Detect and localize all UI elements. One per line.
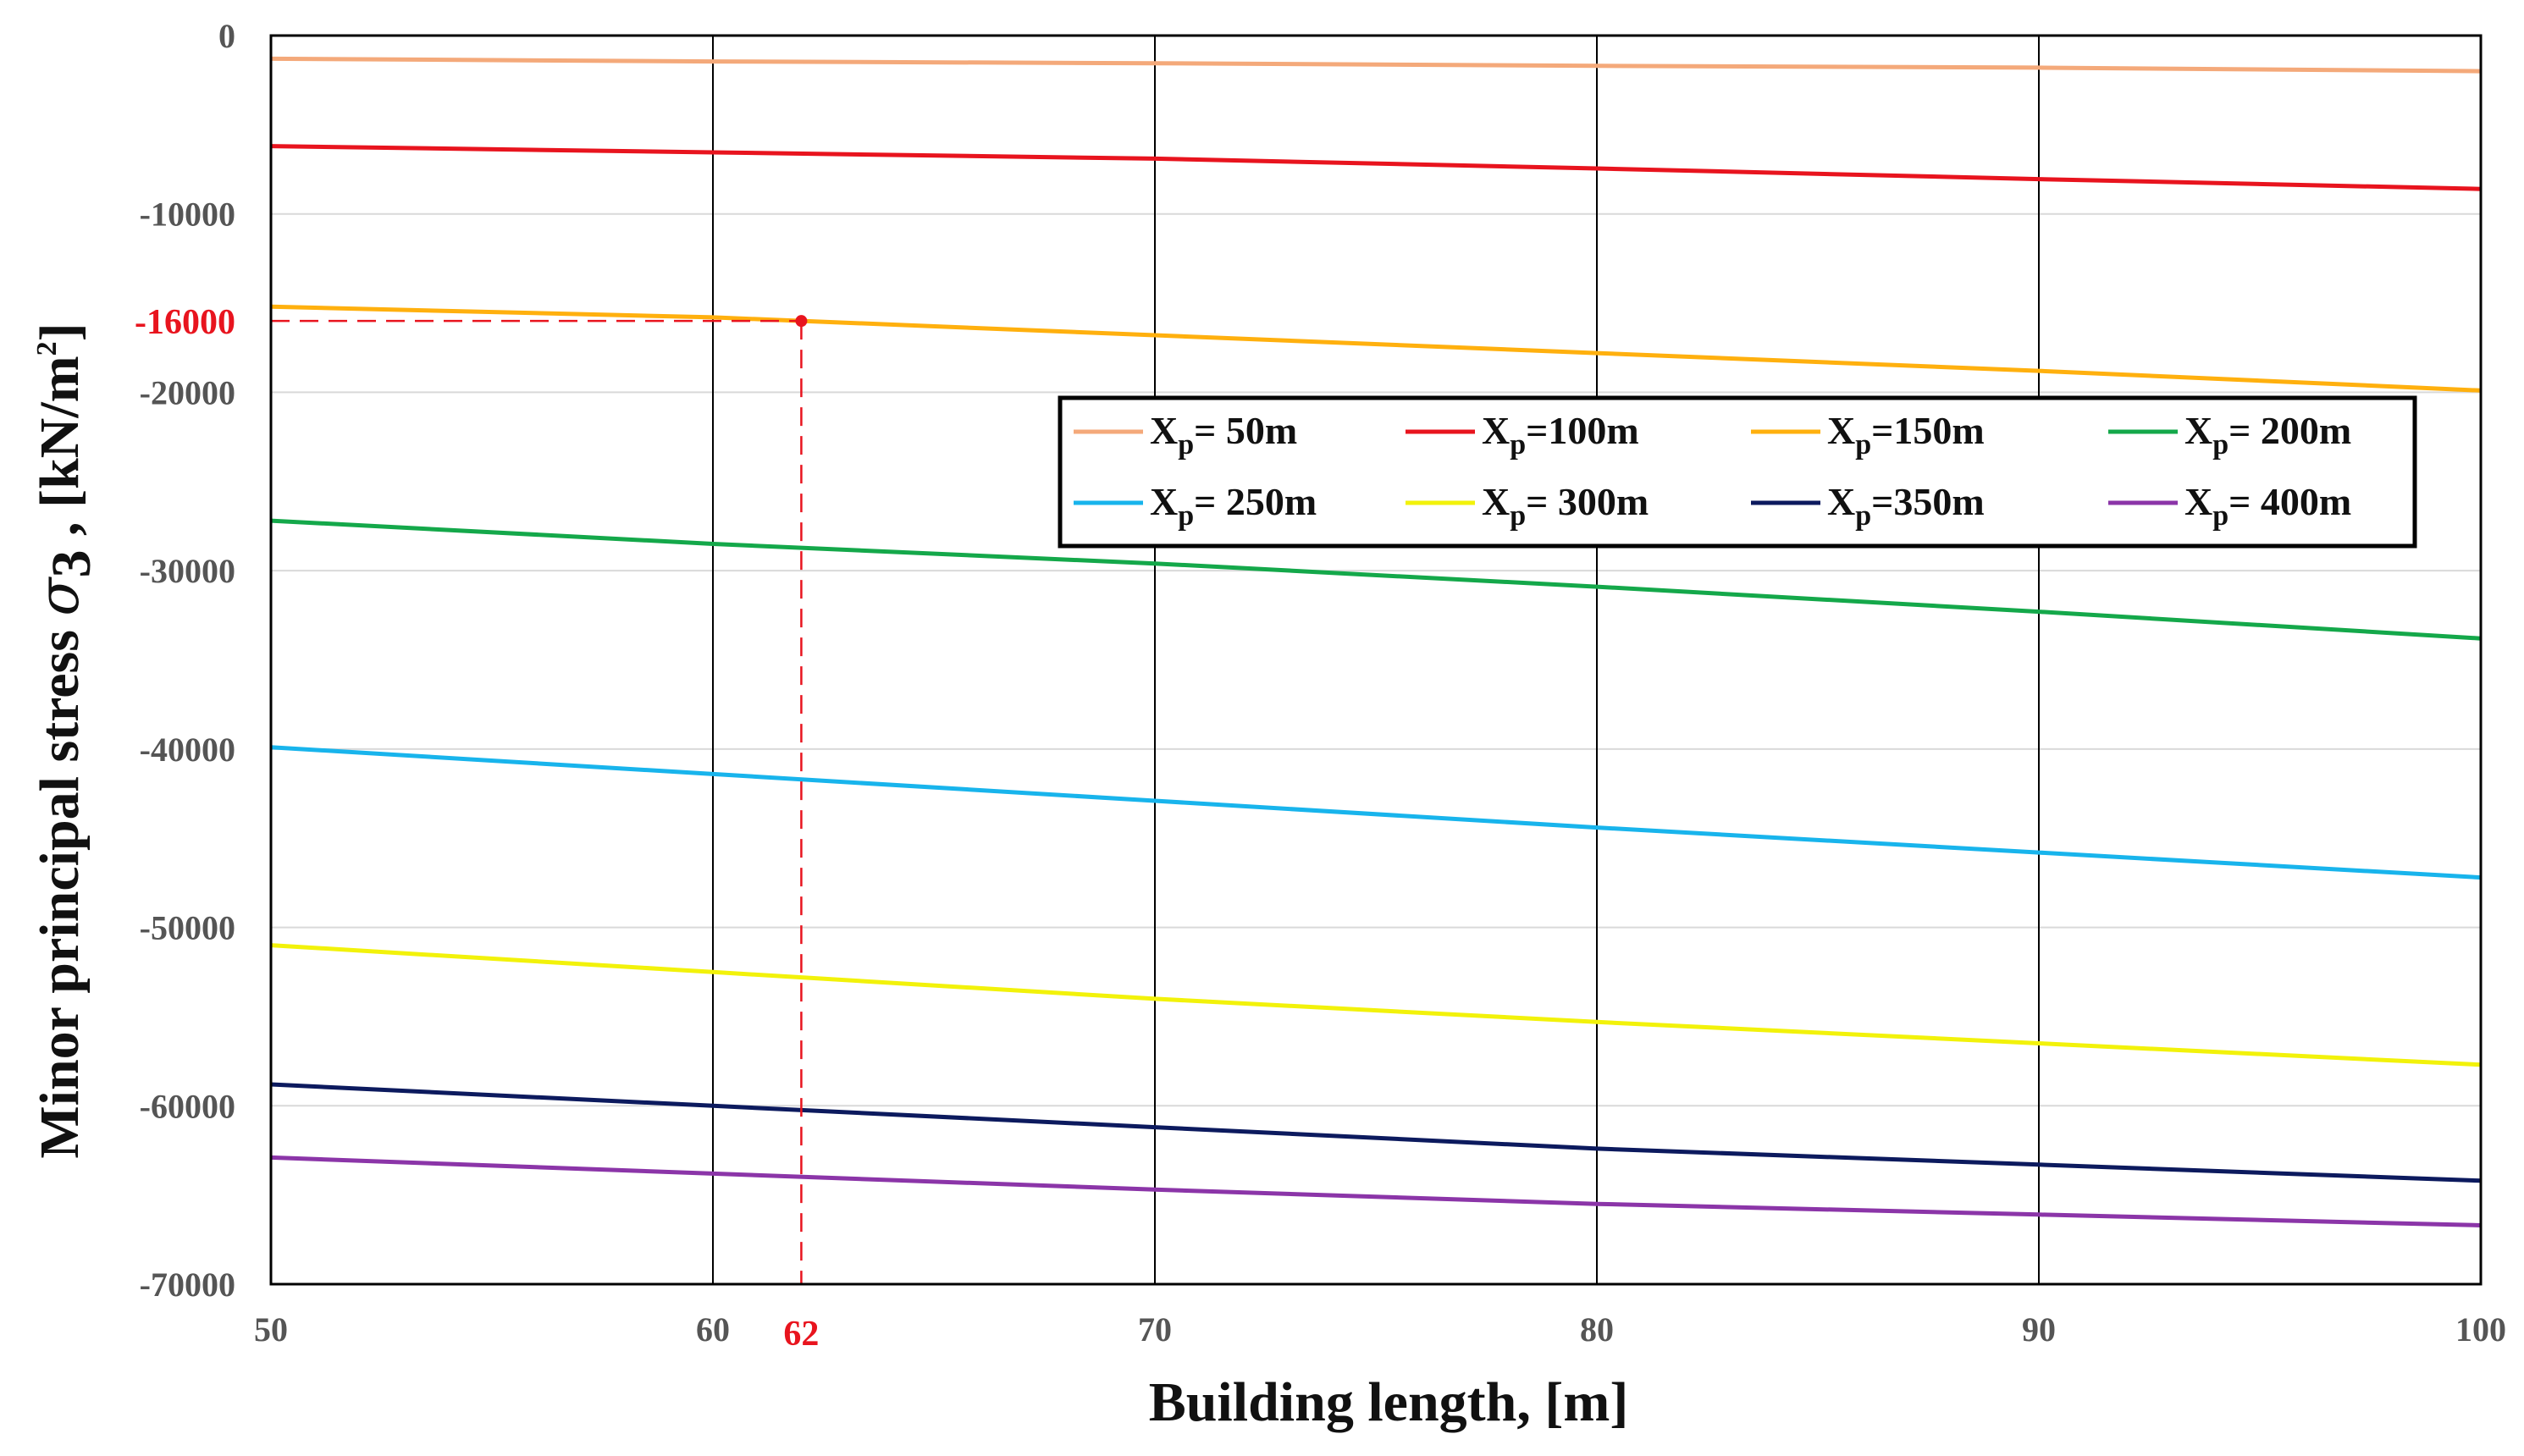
y-axis-title: Minor principal stress σ3 , [kN/m2] — [26, 323, 102, 1158]
annotation-y-label: -16000 — [135, 303, 235, 342]
y-tick-label: -60000 — [140, 1087, 235, 1125]
x-tick-label: 60 — [696, 1310, 730, 1348]
y-tick-label: -40000 — [140, 731, 235, 769]
y-tick-label: -70000 — [140, 1266, 235, 1304]
legend-label: Xp= 50m — [1150, 409, 1297, 461]
legend-label: Xp= 400m — [2184, 480, 2351, 532]
series-line — [270, 1082, 2482, 1183]
legend-label: Xp= 200m — [2184, 409, 2351, 461]
series-line — [270, 56, 2482, 74]
x-tick-label: 100 — [2455, 1310, 2506, 1348]
y-axis-title-separator: , — [29, 508, 91, 550]
y-tick-label: -50000 — [140, 909, 235, 947]
sigma-symbol: σ — [26, 576, 91, 616]
series-layer — [270, 56, 2482, 1227]
series-line — [270, 518, 2482, 641]
y-tick-label: -10000 — [140, 196, 235, 234]
y-tick-label: 0 — [218, 17, 235, 55]
y-axis-unit-superscript: 2 — [31, 341, 63, 356]
annotation-layer: -16000 62 — [135, 303, 819, 1354]
series-line — [270, 745, 2482, 880]
x-tick-label: 50 — [254, 1310, 288, 1348]
legend-box — [1058, 395, 2417, 549]
annotation-x-label: 62 — [783, 1315, 819, 1354]
y-axis-unit-suffix: ] — [29, 323, 91, 341]
legend-label: Xp= 250m — [1150, 480, 1317, 532]
x-tick-label: 70 — [1138, 1310, 1172, 1348]
x-tick-label: 90 — [2022, 1310, 2056, 1348]
series-line — [270, 943, 2482, 1067]
axes-layer: 0 -10000 -20000 -30000 -40000 -50000 -60000 -70… — [140, 17, 2506, 1348]
legend-label: Xp= 300m — [1482, 480, 1649, 532]
series-line — [270, 144, 2482, 191]
y-axis-title-main: Minor principal stress — [29, 630, 91, 1159]
y-tick-label: -30000 — [140, 552, 235, 590]
series-line — [270, 1155, 2482, 1227]
x-axis-title: Building length, [m] — [1149, 1371, 1629, 1433]
y-tick-label: -20000 — [140, 373, 235, 411]
series-line — [270, 304, 2482, 393]
annotation-point — [795, 315, 808, 328]
plot-frame — [269, 34, 2483, 1286]
sigma-subscript: 3 — [41, 550, 102, 578]
legend: Xp= 50m Xp=100m Xp=150m Xp= 200m Xp= 250m Xp=… — [1058, 395, 2417, 549]
legend-label: Xp=350m — [1827, 480, 1985, 532]
x-tick-label: 80 — [1580, 1310, 1614, 1348]
legend-label: Xp=100m — [1482, 409, 1639, 461]
legend-label: Xp=150m — [1827, 409, 1985, 461]
y-axis-unit: [kN/m — [29, 356, 91, 508]
